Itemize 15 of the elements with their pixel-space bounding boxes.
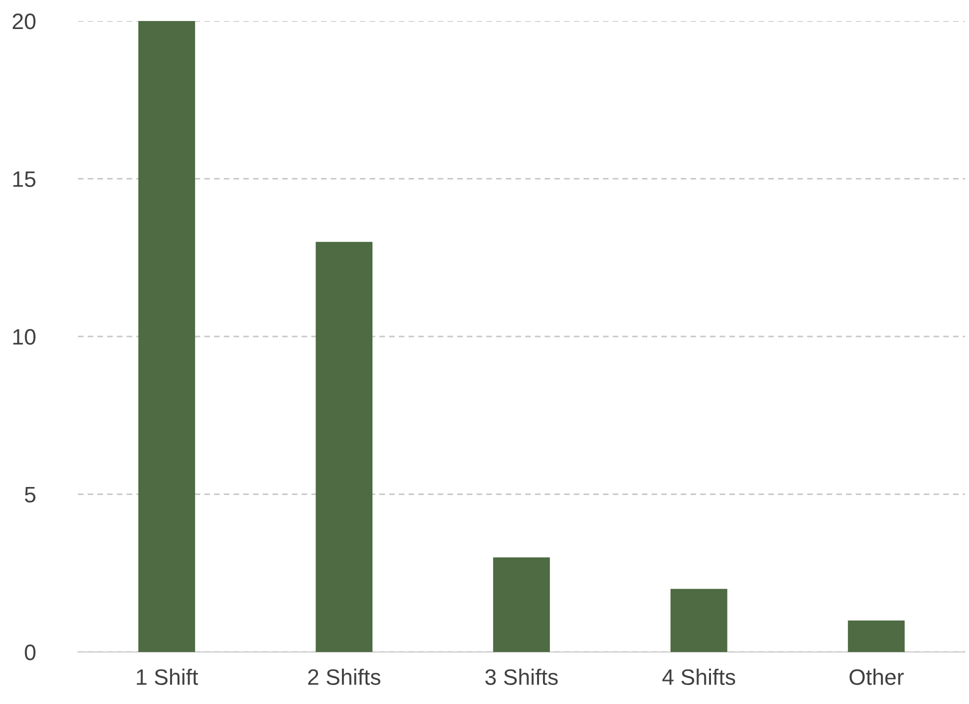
y-tick-label: 5 [24, 487, 36, 503]
x-tick-label: Other [850, 668, 904, 685]
x-tick-label: 4 Shifts [662, 668, 736, 685]
x-tick-label: 2 Shifts [308, 668, 380, 685]
bar [316, 242, 372, 652]
bar [138, 21, 196, 652]
y-tick-label: 15 [13, 172, 36, 188]
y-tick-label: 10 [13, 329, 36, 345]
x-tick-label: 3 Shifts [485, 668, 558, 685]
bar [493, 557, 550, 652]
bar [670, 588, 728, 652]
y-tick-label: 0 [24, 644, 36, 660]
y-tick-label: 20 [12, 14, 36, 30]
bar [848, 620, 905, 652]
x-tick-label: 1 Shift [136, 668, 198, 685]
